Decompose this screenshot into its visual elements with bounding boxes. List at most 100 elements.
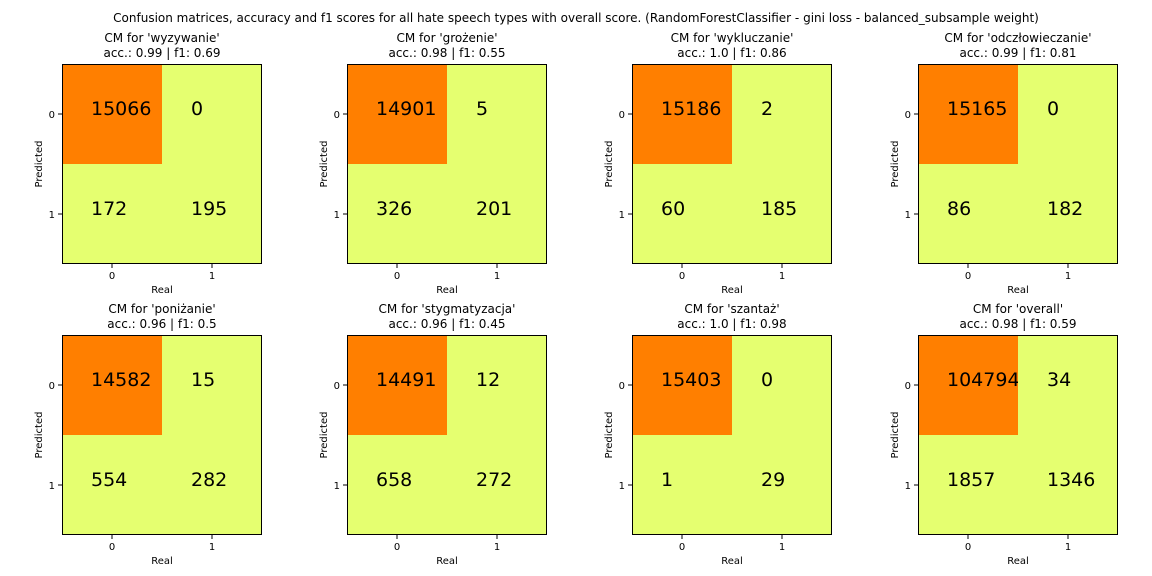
cm-cell-value: 1: [661, 469, 673, 491]
x-tick-label: 0: [679, 542, 685, 553]
y-axis-label: Predicted: [34, 412, 45, 459]
x-axis-label: Real: [436, 285, 458, 296]
cm-cell-value: 282: [191, 469, 227, 491]
plot-frame: [632, 64, 832, 264]
y-axis-label: Predicted: [34, 141, 45, 188]
cm-cell: [62, 335, 162, 435]
panel-title: CM for 'wykluczanie': [671, 31, 794, 45]
cm-cell-value: 1857: [947, 469, 995, 491]
cm-cell-value: 2: [761, 98, 773, 120]
x-axis-label: Real: [1007, 556, 1029, 567]
panel-title: CM for 'stygmatyzacja': [379, 302, 516, 316]
cm-cell: [162, 164, 262, 264]
panel-scores: acc.: 0.98 | f1: 0.55: [388, 46, 505, 60]
panel-scores: acc.: 1.0 | f1: 0.98: [677, 317, 786, 331]
cm-cell-value: 14582: [91, 369, 151, 391]
cm-cell-value: 326: [376, 198, 412, 220]
cm-cell-value: 15165: [947, 98, 1007, 120]
y-tick-label: 1: [619, 210, 625, 221]
cm-cell-value: 0: [1047, 98, 1059, 120]
x-tick-label: 1: [779, 542, 785, 553]
cm-cell: [1018, 435, 1118, 535]
cm-cell-value: 172: [91, 198, 127, 220]
y-tick-label: 0: [334, 381, 340, 392]
x-tick-label: 1: [494, 542, 500, 553]
panel-scores: acc.: 1.0 | f1: 0.86: [677, 46, 786, 60]
cm-panel: CM for 'szantaż'acc.: 1.0 | f1: 0.98 1540…: [604, 302, 832, 567]
y-tick-label: 1: [905, 210, 911, 221]
panel-title: CM for 'wyzywanie': [104, 31, 219, 45]
cm-cell-value: 34: [1047, 369, 1071, 391]
cm-cell: [1018, 164, 1118, 264]
cm-cell-value: 29: [761, 469, 785, 491]
x-axis-label: Real: [436, 556, 458, 567]
y-tick-label: 1: [49, 210, 55, 221]
y-axis-label: Predicted: [890, 141, 901, 188]
x-tick-label: 0: [109, 542, 115, 553]
y-tick-label: 0: [49, 381, 55, 392]
cm-cell: [447, 164, 547, 264]
cm-cell: [347, 435, 447, 535]
y-axis-label: Predicted: [890, 412, 901, 459]
x-tick-label: 1: [494, 271, 500, 282]
cm-cell-value: 5: [476, 98, 488, 120]
cm-cell-value: 272: [476, 469, 512, 491]
cm-cell-value: 12: [476, 369, 500, 391]
cm-cell: [447, 435, 547, 535]
cm-cell-value: 15186: [661, 98, 721, 120]
cm-cell: [732, 335, 832, 435]
cm-cell: [162, 435, 262, 535]
panel-title: CM for 'grożenie': [396, 31, 497, 45]
cm-cell-value: 15066: [91, 98, 151, 120]
y-tick-label: 0: [49, 110, 55, 121]
y-axis-label: Predicted: [604, 412, 615, 459]
cm-cell: [347, 64, 447, 164]
cm-panel: CM for 'wykluczanie'acc.: 1.0 | f1: 0.86…: [604, 31, 832, 296]
cm-cell-value: 15: [191, 369, 215, 391]
panel-title: CM for 'poniżanie': [108, 302, 215, 316]
cm-panel: CM for 'grożenie'acc.: 0.98 | f1: 0.55 14…: [319, 31, 547, 296]
figure-title: Confusion matrices, accuracy and f1 scor…: [113, 11, 1039, 25]
cm-cell-value: 15403: [661, 369, 721, 391]
x-tick-label: 1: [1065, 542, 1071, 553]
cm-cell: [918, 435, 1018, 535]
y-tick-label: 1: [334, 481, 340, 492]
cm-panel: CM for 'odczłowieczanie'acc.: 0.99 | f1:…: [890, 31, 1118, 296]
panel-scores: acc.: 0.99 | f1: 0.81: [959, 46, 1076, 60]
cm-cell: [162, 64, 262, 164]
x-tick-label: 1: [779, 271, 785, 282]
cm-cell: [62, 435, 162, 535]
y-tick-label: 1: [49, 481, 55, 492]
cm-cell: [62, 164, 162, 264]
plot-frame: [918, 335, 1118, 535]
x-axis-label: Real: [721, 285, 743, 296]
y-axis-label: Predicted: [319, 141, 330, 188]
panel-scores: acc.: 0.99 | f1: 0.69: [103, 46, 220, 60]
panel-scores: acc.: 0.96 | f1: 0.45: [388, 317, 505, 331]
cm-cell: [62, 64, 162, 164]
x-axis-label: Real: [1007, 285, 1029, 296]
plot-frame: [347, 335, 547, 535]
panel-title: CM for 'szantaż': [684, 302, 779, 316]
cm-panel: CM for 'stygmatyzacja'acc.: 0.96 | f1: 0…: [319, 302, 547, 567]
cm-cell-value: 195: [191, 198, 227, 220]
panel-title: CM for 'overall': [973, 302, 1063, 316]
plot-frame: [632, 335, 832, 535]
y-tick-label: 0: [905, 381, 911, 392]
cm-cell-value: 86: [947, 198, 971, 220]
cm-cell: [918, 64, 1018, 164]
plot-frame: [62, 335, 262, 535]
cm-cell-value: 658: [376, 469, 412, 491]
cm-cell: [632, 435, 732, 535]
cm-cell-value: 0: [191, 98, 203, 120]
y-tick-label: 1: [619, 481, 625, 492]
panel-scores: acc.: 0.98 | f1: 0.59: [959, 317, 1076, 331]
cm-cell: [632, 335, 732, 435]
x-axis-label: Real: [151, 285, 173, 296]
y-tick-label: 0: [619, 110, 625, 121]
plot-frame: [347, 64, 547, 264]
x-tick-label: 1: [209, 542, 215, 553]
panel-scores: acc.: 0.96 | f1: 0.5: [107, 317, 216, 331]
cm-cell: [447, 335, 547, 435]
